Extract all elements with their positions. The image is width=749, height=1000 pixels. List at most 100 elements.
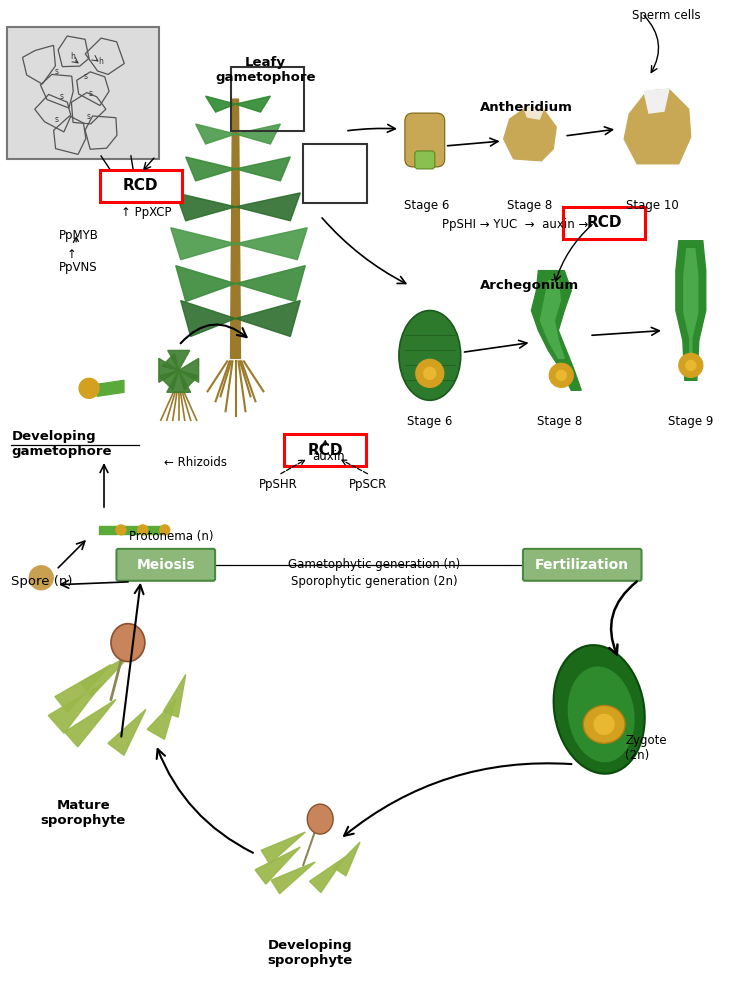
Polygon shape bbox=[81, 655, 131, 697]
Polygon shape bbox=[261, 832, 306, 864]
Polygon shape bbox=[235, 301, 300, 336]
Polygon shape bbox=[179, 370, 198, 390]
Polygon shape bbox=[624, 89, 691, 164]
Text: s: s bbox=[84, 72, 88, 81]
Polygon shape bbox=[171, 228, 235, 260]
Polygon shape bbox=[48, 684, 101, 733]
Text: Fertilization: Fertilization bbox=[536, 558, 629, 572]
Polygon shape bbox=[206, 96, 235, 112]
Polygon shape bbox=[235, 157, 291, 181]
Polygon shape bbox=[176, 193, 235, 221]
Ellipse shape bbox=[111, 624, 145, 662]
Text: PpSHR: PpSHR bbox=[259, 478, 298, 491]
Polygon shape bbox=[334, 842, 360, 876]
Polygon shape bbox=[195, 124, 235, 144]
Ellipse shape bbox=[399, 311, 461, 400]
Text: Gametophytic generation (n): Gametophytic generation (n) bbox=[288, 558, 460, 571]
FancyBboxPatch shape bbox=[405, 113, 445, 167]
Text: RCD: RCD bbox=[307, 443, 343, 458]
Text: Stage 8: Stage 8 bbox=[537, 415, 582, 428]
Circle shape bbox=[549, 363, 573, 387]
Text: s: s bbox=[87, 112, 91, 121]
Polygon shape bbox=[167, 370, 191, 392]
Polygon shape bbox=[121, 526, 139, 534]
Polygon shape bbox=[235, 124, 280, 144]
Text: s: s bbox=[59, 92, 63, 101]
Text: PpMYB: PpMYB bbox=[59, 229, 99, 242]
Polygon shape bbox=[159, 370, 179, 390]
Circle shape bbox=[679, 353, 703, 377]
Polygon shape bbox=[55, 665, 111, 712]
Text: PpSHI → YUC  →  auxin →: PpSHI → YUC → auxin → bbox=[442, 218, 588, 231]
Polygon shape bbox=[231, 99, 240, 358]
Text: Leafy
gametophore: Leafy gametophore bbox=[215, 56, 315, 84]
Text: s: s bbox=[89, 89, 93, 98]
FancyBboxPatch shape bbox=[563, 207, 645, 239]
Text: PpVNS: PpVNS bbox=[59, 261, 98, 274]
Text: Antheridium: Antheridium bbox=[479, 101, 572, 114]
Text: ↑: ↑ bbox=[66, 248, 76, 261]
Text: ← Rhizoids: ← Rhizoids bbox=[164, 456, 227, 469]
Text: Sporophytic generation (2n): Sporophytic generation (2n) bbox=[291, 575, 458, 588]
Ellipse shape bbox=[583, 705, 625, 743]
Text: h: h bbox=[99, 57, 103, 66]
Polygon shape bbox=[64, 699, 116, 747]
Polygon shape bbox=[99, 526, 117, 534]
Text: Stage 9: Stage 9 bbox=[668, 415, 714, 428]
Polygon shape bbox=[181, 301, 235, 336]
Polygon shape bbox=[163, 675, 186, 717]
Polygon shape bbox=[97, 380, 124, 396]
Polygon shape bbox=[540, 281, 564, 358]
Polygon shape bbox=[168, 350, 189, 370]
Ellipse shape bbox=[554, 645, 645, 774]
Text: RCD: RCD bbox=[586, 215, 622, 230]
Polygon shape bbox=[255, 847, 300, 884]
FancyBboxPatch shape bbox=[116, 549, 215, 581]
FancyBboxPatch shape bbox=[100, 170, 182, 202]
Text: Stage 6: Stage 6 bbox=[407, 415, 452, 428]
Text: ↑ PpXCP: ↑ PpXCP bbox=[121, 206, 172, 219]
Circle shape bbox=[557, 370, 566, 380]
Polygon shape bbox=[147, 699, 176, 739]
Text: Mature
sporophyte: Mature sporophyte bbox=[40, 799, 126, 827]
Text: Sperm cells: Sperm cells bbox=[632, 9, 700, 22]
FancyBboxPatch shape bbox=[523, 549, 641, 581]
Text: s: s bbox=[54, 115, 58, 124]
Text: Stage 8: Stage 8 bbox=[507, 199, 552, 212]
Polygon shape bbox=[684, 249, 698, 375]
Polygon shape bbox=[235, 266, 306, 302]
Circle shape bbox=[138, 525, 148, 535]
Polygon shape bbox=[235, 193, 300, 221]
Polygon shape bbox=[271, 862, 315, 894]
Polygon shape bbox=[162, 353, 179, 370]
Polygon shape bbox=[503, 107, 557, 161]
Ellipse shape bbox=[567, 666, 635, 763]
Text: Archegonium: Archegonium bbox=[479, 279, 579, 292]
Circle shape bbox=[686, 360, 696, 370]
Text: Meiosis: Meiosis bbox=[136, 558, 195, 572]
Circle shape bbox=[160, 525, 170, 535]
Polygon shape bbox=[532, 271, 581, 390]
Text: Developing
sporophyte: Developing sporophyte bbox=[267, 939, 353, 967]
Circle shape bbox=[424, 367, 436, 379]
Circle shape bbox=[416, 359, 443, 387]
Polygon shape bbox=[644, 89, 669, 113]
Text: Spore (n): Spore (n) bbox=[11, 575, 73, 588]
Polygon shape bbox=[186, 157, 235, 181]
FancyBboxPatch shape bbox=[7, 27, 159, 159]
Text: h: h bbox=[70, 52, 76, 61]
Polygon shape bbox=[309, 857, 345, 893]
Polygon shape bbox=[108, 709, 146, 755]
Polygon shape bbox=[179, 358, 198, 382]
Text: RCD: RCD bbox=[123, 178, 159, 193]
Text: Stage 10: Stage 10 bbox=[625, 199, 679, 212]
Circle shape bbox=[29, 566, 53, 590]
Polygon shape bbox=[143, 526, 161, 534]
Text: auxin: auxin bbox=[312, 450, 345, 463]
Polygon shape bbox=[176, 266, 235, 302]
FancyBboxPatch shape bbox=[415, 151, 434, 169]
Text: PpSCR: PpSCR bbox=[349, 478, 387, 491]
Text: Protonema (n): Protonema (n) bbox=[129, 530, 213, 543]
Circle shape bbox=[116, 525, 126, 535]
Polygon shape bbox=[159, 358, 179, 382]
